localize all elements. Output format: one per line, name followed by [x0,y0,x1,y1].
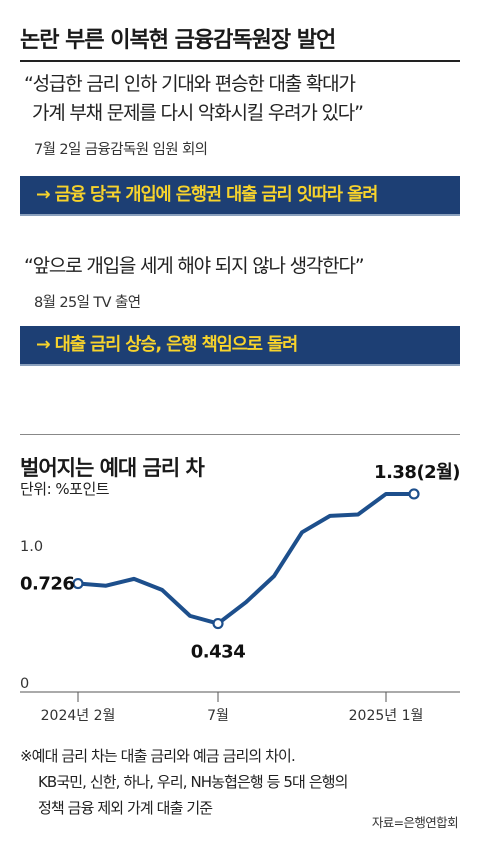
chart-unit: 단위: %포인트 [20,480,110,498]
line-chart: 0 1.0 2024년 2월 7월 2025년 1월 0.726 0.434 1.38(2월) [20,462,461,724]
data-point-marker [408,488,420,500]
banner-1: → 금융 당국 개입에 은행권 대출 금리 잇따라 올려 [20,176,460,214]
footnote-line-3: 정책 금융 제외 가계 대출 기준 [38,799,213,817]
chart-title: 벌어지는 예대 금리 차 [20,456,205,480]
data-label: 0.726 [20,574,74,595]
quote-1-line-1: “성급한 금리 인하 기대와 편승한 대출 확대가 [24,73,356,95]
y-tick-label: 0 [20,676,29,692]
source-credit: 자료=은행연합회 [371,815,459,830]
section-divider [20,434,460,435]
series-line [76,491,416,626]
footnote-line-1: ※예대 금리 차는 대출 금리와 예금 금리의 차이. [20,747,296,765]
data-label: 1.38(2월) [374,462,460,483]
quote-2-context: 8월 25일 TV 출연 [34,295,141,311]
data-label: 0.434 [191,642,245,663]
footnote-line-2: KB국민, 신한, 하나, 우리, NH농협은행 등 5대 은행의 [38,773,348,791]
y-tick-label: 1.0 [20,539,43,555]
page-title: 논란 부른 이복현 금융감독원장 발언 [20,28,336,53]
banner-1-shadow [20,212,460,216]
x-tick-label: 7월 [207,708,229,724]
quote-1-line-2: 가계 부채 문제를 다시 악화시킬 우려가 있다” [32,102,364,124]
banner-2-shadow [20,362,460,366]
quote-1-context: 7월 2일 금융감독원 임원 회의 [34,142,208,158]
x-tick-label: 2024년 2월 [41,708,116,724]
x-tick-label: 2025년 1월 [349,708,424,724]
quote-2-line-1: “앞으로 개입을 세게 해야 되지 않나 생각한다” [24,255,365,277]
data-point-marker [212,617,224,630]
data-point-marker [72,577,84,590]
title-divider [20,60,460,62]
banner-2: → 대출 금리 상승, 은행 책임으로 돌려 [20,326,460,364]
